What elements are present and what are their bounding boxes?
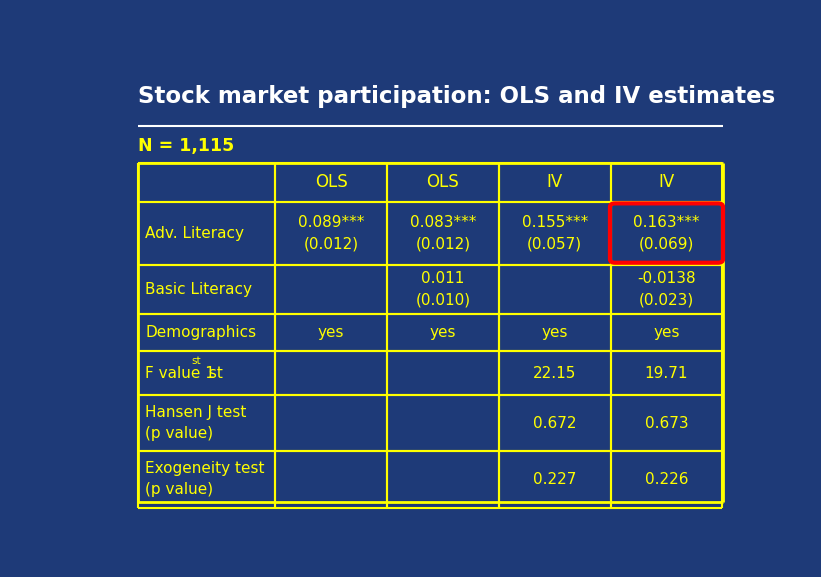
Text: yes: yes — [429, 325, 456, 340]
Text: 0.083***
(0.012): 0.083*** (0.012) — [410, 215, 476, 251]
Text: N = 1,115: N = 1,115 — [138, 137, 234, 155]
Text: Basic Literacy: Basic Literacy — [145, 282, 252, 297]
Text: Demographics: Demographics — [145, 325, 256, 340]
Text: 0.155***
(0.057): 0.155*** (0.057) — [521, 215, 588, 251]
Text: OLS: OLS — [314, 173, 347, 191]
Text: st: st — [204, 366, 223, 381]
Text: 0.227: 0.227 — [533, 472, 576, 487]
Text: OLS: OLS — [427, 173, 459, 191]
Text: 19.71: 19.71 — [644, 366, 688, 381]
Text: 0.011
(0.010): 0.011 (0.010) — [415, 271, 470, 307]
Text: 22.15: 22.15 — [533, 366, 576, 381]
Text: IV: IV — [658, 173, 675, 191]
Text: st: st — [191, 357, 200, 366]
Text: Stock market participation: OLS and IV estimates: Stock market participation: OLS and IV e… — [138, 85, 775, 108]
Text: yes: yes — [318, 325, 344, 340]
Text: F value 1: F value 1 — [145, 366, 215, 381]
Text: Exogeneity test
(p value): Exogeneity test (p value) — [145, 462, 264, 497]
Text: 0.226: 0.226 — [644, 472, 688, 487]
Text: 0.672: 0.672 — [533, 416, 576, 431]
Text: Adv. Literacy: Adv. Literacy — [145, 226, 245, 241]
Text: -0.0138
(0.023): -0.0138 (0.023) — [637, 271, 696, 307]
Text: 0.089***
(0.012): 0.089*** (0.012) — [298, 215, 365, 251]
Text: yes: yes — [654, 325, 680, 340]
Text: IV: IV — [547, 173, 563, 191]
Text: yes: yes — [541, 325, 568, 340]
Text: 0.673: 0.673 — [644, 416, 688, 431]
Text: 0.163***
(0.069): 0.163*** (0.069) — [633, 215, 699, 251]
Text: Hansen J test
(p value): Hansen J test (p value) — [145, 406, 246, 441]
